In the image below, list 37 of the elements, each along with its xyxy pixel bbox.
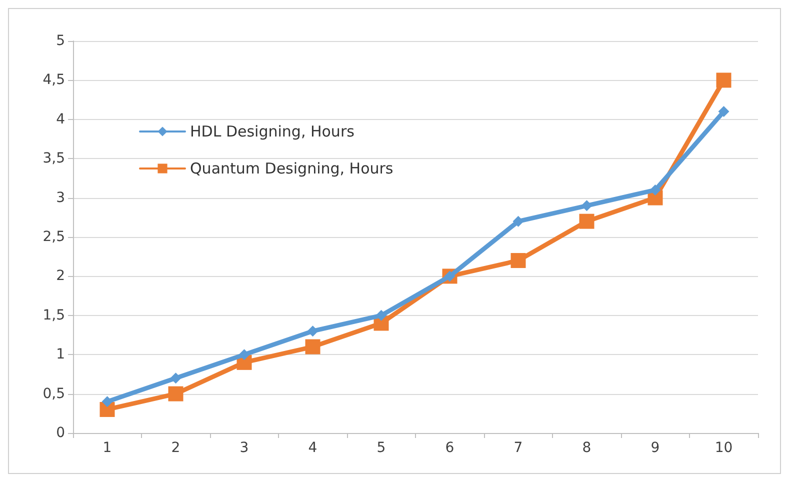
point [376,310,387,321]
point [168,386,184,402]
point [581,200,592,212]
point [238,349,250,360]
y-tick-label: 2,5 [42,229,65,245]
x-tick-label: 9 [650,440,660,456]
y-tick-label: 0 [56,425,65,441]
y-tick-label: 4 [56,111,66,128]
x-tick-label: 3 [240,440,249,456]
y-tick-label: 1 [56,346,65,363]
x-tick-label: 5 [376,440,386,456]
x-tick-label: 10 [714,440,733,456]
y-tick-label: 1,5 [42,307,65,324]
point [510,253,526,268]
x-tick-label: 7 [514,440,523,456]
x-tick-label: 4 [308,440,318,456]
point [716,72,732,88]
point [718,106,730,118]
point [579,214,594,229]
y-tick-label: 5 [56,33,65,49]
point [650,184,661,196]
point [305,339,320,354]
y-tick-label: 3 [56,190,65,206]
point [102,396,113,408]
legend-label: Quantum Designing, Hours [190,160,394,178]
y-tick-label: 0,5 [42,386,65,402]
y-tick-label: 4,5 [42,72,65,88]
y-tick-label: 3,5 [42,150,65,167]
legend-label: HDL Designing, Hours [190,122,355,140]
point [512,216,524,227]
x-tick-label: 8 [582,440,592,456]
x-tick-label: 6 [445,440,454,456]
x-tick-label: 2 [171,440,180,456]
y-tick-label: 2 [56,268,65,284]
point [170,372,182,384]
x-tick-label: 1 [102,440,112,456]
point [307,326,318,337]
